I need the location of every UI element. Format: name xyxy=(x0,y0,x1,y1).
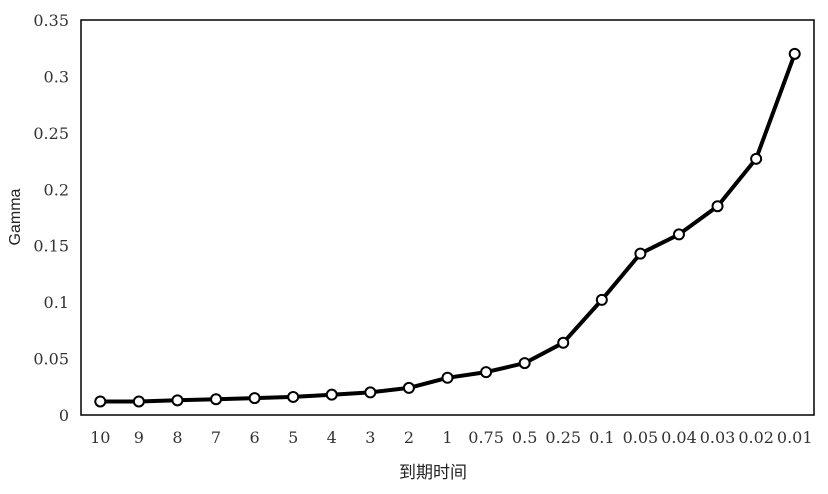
x-tick-label: 8 xyxy=(172,428,182,447)
data-point xyxy=(441,371,454,384)
y-tick-label: 0.05 xyxy=(33,350,69,369)
data-point xyxy=(480,366,493,379)
series-layer xyxy=(94,47,801,408)
y-tick-label: 0 xyxy=(59,406,69,425)
x-tick-label: 0.01 xyxy=(777,428,813,447)
data-point xyxy=(287,390,300,403)
x-tick-label: 7 xyxy=(211,428,221,447)
x-tick-label: 0.04 xyxy=(661,428,697,447)
x-tick-label: 4 xyxy=(327,428,337,447)
data-point xyxy=(634,247,647,260)
y-tick-label: 0.2 xyxy=(44,180,69,199)
plot-area-frame xyxy=(80,19,815,416)
x-tick-label: 0.1 xyxy=(589,428,614,447)
x-tick-label: 9 xyxy=(134,428,144,447)
y-tick-label: 0.35 xyxy=(33,11,69,30)
x-tick-label: 2 xyxy=(404,428,414,447)
data-point xyxy=(672,228,685,241)
data-point xyxy=(750,152,763,165)
x-tick-label: 6 xyxy=(250,428,260,447)
x-tick-label: 0.5 xyxy=(512,428,537,447)
data-point xyxy=(595,293,608,306)
data-point xyxy=(325,388,338,401)
data-point xyxy=(788,47,801,60)
y-axis-label: Gamma xyxy=(7,188,24,245)
y-tick-label: 0.15 xyxy=(33,237,69,256)
x-tick-label: 0.25 xyxy=(545,428,581,447)
y-tick-label: 0.25 xyxy=(33,124,69,143)
data-point xyxy=(557,336,570,349)
y-axis-ticks: 0 0.05 0.1 0.15 0.2 0.25 0.3 0.35 xyxy=(33,11,69,425)
y-tick-label: 0.1 xyxy=(44,293,69,312)
data-point xyxy=(711,200,724,213)
x-tick-label: 0.02 xyxy=(738,428,774,447)
series-line xyxy=(100,53,797,404)
data-point xyxy=(364,386,377,399)
x-tick-label: 5 xyxy=(288,428,298,447)
data-point xyxy=(248,392,261,405)
data-point xyxy=(132,395,145,408)
x-tick-label: 10 xyxy=(90,428,110,447)
x-tick-label: 3 xyxy=(365,428,375,447)
x-axis-label: 到期时间 xyxy=(399,463,467,483)
x-tick-label: 0.03 xyxy=(700,428,736,447)
data-point xyxy=(402,381,415,394)
x-axis-ticks: 10 9 8 7 6 5 4 3 2 1 0.75 0.5 0.25 0.1 0.05 0.04 0.03 0.0… xyxy=(90,428,812,447)
data-point xyxy=(171,394,184,407)
y-tick-label: 0.3 xyxy=(44,67,69,86)
data-point xyxy=(210,393,223,406)
data-point xyxy=(518,357,531,370)
x-tick-label: 1 xyxy=(442,428,452,447)
data-point xyxy=(94,395,107,408)
x-tick-label: 0.05 xyxy=(623,428,659,447)
x-tick-label: 0.75 xyxy=(468,428,504,447)
